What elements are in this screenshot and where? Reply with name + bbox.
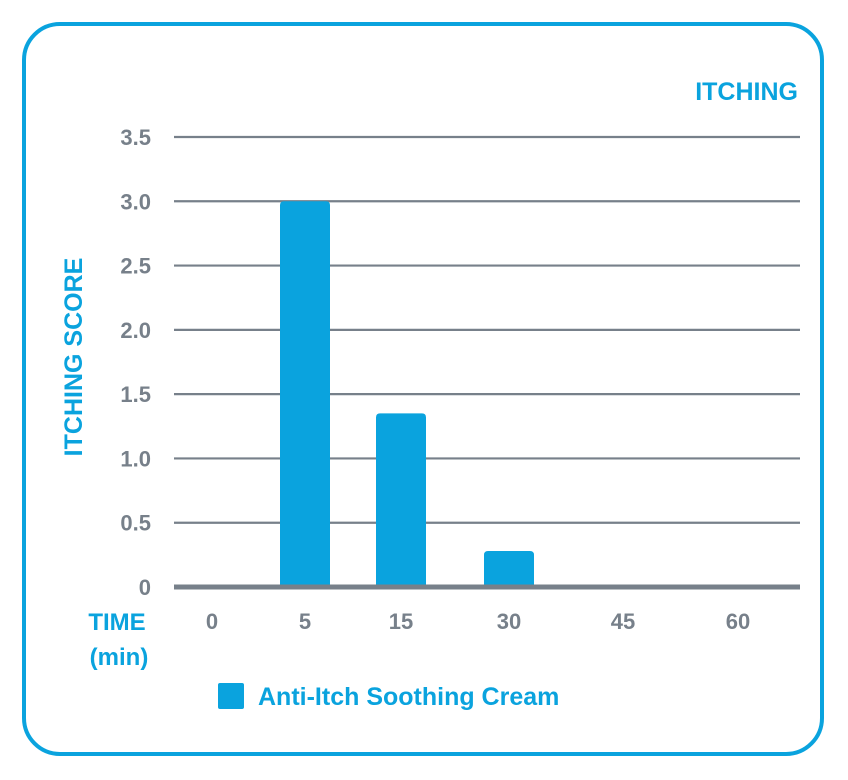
x-tick-label: 30 xyxy=(497,609,521,634)
legend-swatch xyxy=(218,683,244,709)
bar-30 xyxy=(484,551,534,589)
x-tick-label: 45 xyxy=(611,609,635,634)
x-tick-label: 5 xyxy=(299,609,311,634)
x-axis-label-line2: (min) xyxy=(90,644,149,671)
y-tick-label: 2.0 xyxy=(120,318,151,343)
y-tick-label: 3.0 xyxy=(120,189,151,214)
x-tick-label: 15 xyxy=(389,609,413,634)
y-tick-labels: 0 0.5 1.0 1.5 2.0 2.5 3.0 3.5 xyxy=(120,125,151,600)
bars xyxy=(280,201,534,590)
bar-5 xyxy=(280,201,330,590)
y-axis-label: ITCHING SCORE xyxy=(60,258,88,457)
x-tick-label: 0 xyxy=(206,609,218,634)
x-tick-labels: 0 5 15 30 45 60 xyxy=(206,609,750,634)
y-tick-label: 1.5 xyxy=(120,382,151,407)
y-tick-label: 1.0 xyxy=(120,446,151,471)
y-tick-label: 3.5 xyxy=(120,125,151,150)
y-tick-label: 2.5 xyxy=(120,254,151,279)
y-tick-label: 0 xyxy=(139,575,151,600)
chart-frame xyxy=(22,22,824,756)
x-tick-label: 60 xyxy=(726,609,750,634)
chart-title: ITCHING xyxy=(695,78,798,106)
y-tick-label: 0.5 xyxy=(120,511,151,536)
legend-label: Anti-Itch Soothing Cream xyxy=(258,683,559,711)
bar-15 xyxy=(376,413,426,589)
x-axis-label-line1: TIME xyxy=(88,609,145,636)
gridlines xyxy=(174,135,800,524)
